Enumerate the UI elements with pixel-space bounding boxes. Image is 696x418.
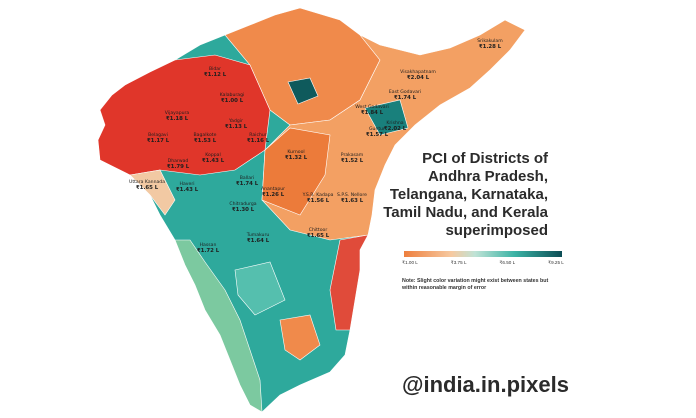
district-pci: ₹1.63 L [341, 198, 364, 204]
district-name: East Godavari [389, 89, 421, 95]
district-name: Haveri [180, 181, 195, 187]
district-pci: ₹1.28 L [479, 44, 502, 50]
district-pci: ₹2.04 L [407, 75, 430, 81]
district-name: Yadgir [228, 118, 243, 124]
district-name: Guntur [369, 126, 385, 132]
district-pci: ₹1.26 L [262, 192, 285, 198]
district-pci: ₹1.56 L [307, 198, 330, 204]
district-name: Bidar [209, 66, 221, 72]
district-pci: ₹1.43 L [202, 158, 225, 164]
region-coast-andhra-dark [364, 99, 409, 136]
district-name: Bagalkote [194, 132, 217, 138]
district-pci: ₹1.84 L [361, 110, 384, 116]
region-coastal-karnataka [129, 169, 176, 216]
legend: ₹1.00 L ₹3.75 L ₹6.50 L ₹9.25 L [402, 251, 564, 266]
district-name: Krishna [386, 120, 403, 126]
title: PCI of Districts of Andhra Pradesh, Tela… [383, 150, 548, 239]
region-west-tamil-nadu [234, 261, 286, 316]
district-name: Vijayapura [165, 110, 190, 116]
legend-label: ₹3.75 L [450, 260, 467, 265]
district-name: Kalaburagi [220, 92, 245, 98]
district-pci: ₹1.53 L [194, 138, 217, 144]
map-regions [97, 7, 526, 413]
district-name: Prakasam [341, 152, 364, 158]
district-name: Chitradurga [229, 201, 256, 207]
district-name: Kurnool [287, 149, 304, 155]
district-name: Anantapur [261, 186, 285, 192]
district-name: Dharwad [168, 158, 189, 164]
district-name: Ballari [240, 175, 255, 181]
district-pci: ₹1.30 L [232, 207, 255, 213]
legend-ticks: ₹1.00 L ₹3.75 L ₹6.50 L ₹9.25 L [402, 257, 564, 266]
district-name: Belagavi [148, 132, 168, 138]
district-pci: ₹1.74 L [236, 181, 259, 187]
district-name: Y.S.R. Kadapa [302, 192, 334, 198]
legend-label: ₹1.00 L [402, 260, 418, 265]
district-labels: Srikakulam₹1.28 L Visakhapatnam₹2.04 L Eas… [129, 38, 503, 254]
district-name: Uttara Kannada [129, 179, 165, 185]
district-pci: ₹1.16 L [247, 138, 270, 144]
region-kerala [174, 239, 263, 413]
district-pci: ₹1.65 L [307, 233, 330, 239]
district-pci: ₹1.74 L [394, 95, 417, 101]
region-east-tamil-nadu [329, 234, 369, 331]
district-name: Hassan [200, 242, 217, 248]
legend-label: ₹6.50 L [499, 260, 516, 265]
district-name: Visakhapatnam [400, 69, 436, 75]
district-pci: ₹1.17 L [147, 138, 170, 144]
district-name: Tumakuru [246, 232, 270, 238]
district-pci: ₹1.65 L [136, 185, 159, 191]
district-pci: ₹1.52 L [341, 158, 364, 164]
district-name: Srikakulam [477, 38, 503, 44]
district-name: S.P.S. Nellore [337, 192, 367, 198]
region-south-tamil-nadu [279, 314, 321, 361]
district-name: Chittoor [309, 227, 328, 233]
region-north-karnataka [97, 54, 271, 176]
district-pci: ₹1.43 L [176, 187, 199, 193]
district-pci: ₹1.79 L [167, 164, 190, 170]
district-pci: ₹1.12 L [204, 72, 227, 78]
legend-label: ₹9.25 L [548, 260, 564, 265]
note: Note: Slight color variation might exist… [402, 278, 549, 291]
district-pci: ₹2.02 L [384, 126, 407, 132]
legend-gradient [404, 251, 562, 257]
district-name: Koppal [205, 152, 221, 158]
district-pci: ₹1.64 L [247, 238, 270, 244]
region-hyderabad [287, 77, 319, 105]
district-pci: ₹1.13 L [225, 124, 248, 130]
district-pci: ₹1.00 L [221, 98, 244, 104]
district-pci: ₹1.18 L [166, 116, 189, 122]
district-name: West Godavari [355, 104, 389, 110]
district-name: Raichur [249, 132, 267, 138]
district-pci: ₹1.57 L [366, 132, 389, 138]
district-pci: ₹1.32 L [285, 155, 308, 161]
region-rayalaseema [261, 127, 331, 216]
district-pci: ₹1.72 L [197, 248, 220, 254]
handle: @india.in.pixels [402, 372, 569, 397]
